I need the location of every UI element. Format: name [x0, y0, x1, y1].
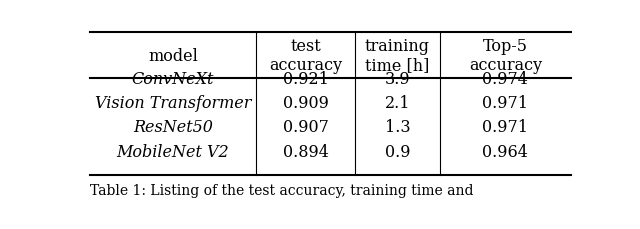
- Text: 0.974: 0.974: [483, 70, 528, 87]
- Text: 0.894: 0.894: [283, 143, 328, 160]
- Text: Vision Transformer: Vision Transformer: [95, 95, 251, 112]
- Text: ResNet50: ResNet50: [133, 119, 213, 136]
- Text: 0.971: 0.971: [483, 95, 528, 112]
- Text: ConvNeXt: ConvNeXt: [132, 70, 214, 87]
- Text: 0.964: 0.964: [483, 143, 528, 160]
- Text: 0.907: 0.907: [283, 119, 328, 136]
- Text: Top-5
accuracy: Top-5 accuracy: [468, 38, 542, 74]
- Text: 1.3: 1.3: [385, 119, 410, 136]
- Text: Table 1: Listing of the test accuracy, training time and: Table 1: Listing of the test accuracy, t…: [90, 183, 474, 197]
- Text: 2.1: 2.1: [385, 95, 410, 112]
- Text: 0.921: 0.921: [283, 70, 328, 87]
- Text: 0.9: 0.9: [385, 143, 410, 160]
- Text: MobileNet V2: MobileNet V2: [116, 143, 229, 160]
- Text: 0.909: 0.909: [283, 95, 328, 112]
- Text: training
time [h]: training time [h]: [365, 38, 430, 74]
- Text: test
accuracy: test accuracy: [269, 38, 342, 74]
- Text: model: model: [148, 47, 198, 64]
- Text: 0.971: 0.971: [483, 119, 528, 136]
- Text: 3.9: 3.9: [385, 70, 410, 87]
